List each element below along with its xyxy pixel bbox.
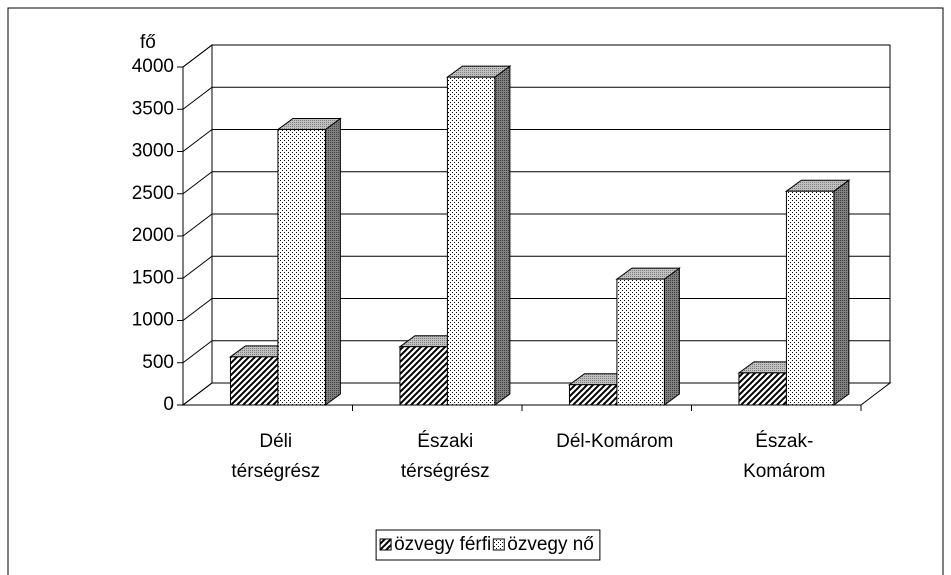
grid-segment	[182, 213, 890, 237]
x-tick-label: térségrész	[231, 461, 320, 482]
bar-side	[663, 267, 680, 406]
legend: özvegy férfi özvegy nő	[375, 529, 601, 561]
grid-segment	[182, 171, 890, 195]
bar-side	[833, 179, 850, 406]
y-tick-label: 2500	[132, 183, 174, 204]
legend-label: özvegy férfi	[394, 534, 491, 555]
x-tick-label: térségrész	[401, 461, 490, 482]
grid-segment	[182, 44, 890, 68]
bar-front	[277, 129, 326, 406]
x-tick-label: Komárom	[743, 461, 825, 482]
y-tick-label: 0	[163, 394, 174, 415]
grid-line	[182, 86, 890, 110]
bar	[445, 65, 512, 406]
bar	[784, 179, 851, 406]
grid-segment	[182, 86, 890, 110]
y-tick-label: 1500	[132, 267, 174, 288]
y-axis-label: fő	[140, 32, 156, 53]
bar-front	[446, 76, 496, 406]
grid-segment	[182, 255, 890, 279]
x-tick-label: Északi	[417, 431, 473, 452]
legend-swatch	[379, 538, 392, 551]
y-tick-label: 1000	[132, 310, 174, 331]
y-tick-label: 3000	[132, 141, 174, 162]
legend-box	[375, 529, 601, 561]
grid-line	[182, 171, 890, 195]
x-tick-label: Dél-Komárom	[556, 431, 673, 452]
x-tick-label: Déli	[259, 431, 292, 452]
bar	[615, 267, 681, 406]
grid-line	[182, 44, 890, 68]
y-tick-label: 3500	[132, 98, 174, 119]
bar-side	[494, 65, 511, 406]
grid-segment	[182, 129, 890, 152]
bar-side	[324, 117, 341, 406]
grid-line	[182, 213, 890, 237]
bar-front	[785, 190, 835, 406]
legend-label: özvegy nő	[507, 534, 594, 555]
y-tick-label: 500	[142, 352, 174, 373]
y-tick-label: 2000	[132, 225, 174, 246]
bar-front	[568, 384, 618, 406]
y-tick-label: 4000	[132, 56, 174, 77]
bar	[276, 117, 342, 406]
legend-swatch	[492, 538, 505, 551]
bar-front	[229, 356, 279, 406]
bar-front	[399, 346, 448, 406]
x-tick-label: Észak-	[755, 431, 813, 452]
bar-front	[738, 372, 787, 406]
grid-line	[182, 129, 890, 152]
bar-front	[616, 278, 665, 406]
grid-line	[182, 255, 890, 279]
